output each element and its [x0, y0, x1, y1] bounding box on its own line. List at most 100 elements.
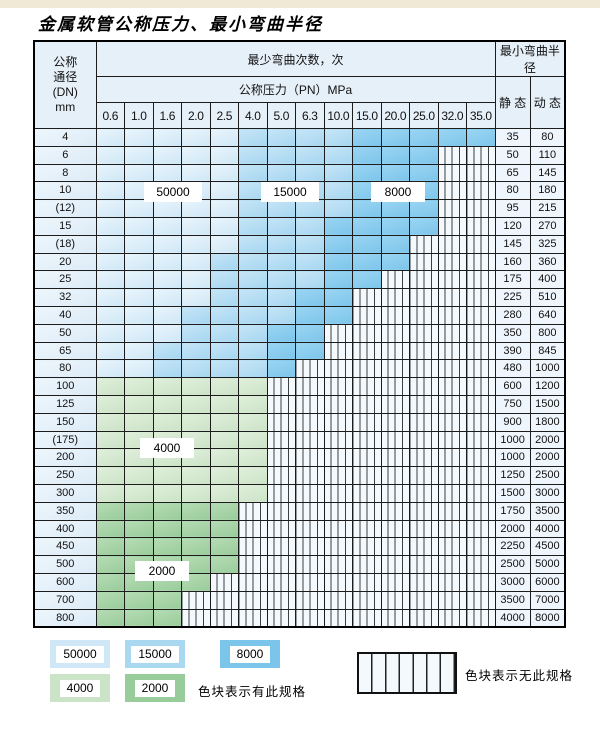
spec-cell — [437, 128, 467, 147]
static-radius-cell: 480 — [494, 359, 531, 379]
no-spec-cell — [266, 555, 296, 574]
spec-cell — [238, 216, 268, 236]
static-radius-cell: 1750 — [494, 501, 531, 521]
dynamic-radius-cell: 2000 — [529, 430, 566, 450]
no-spec-cell — [466, 305, 496, 325]
spec-cell — [181, 412, 211, 432]
legend-block-label: 8000 — [229, 645, 271, 663]
no-spec-cell — [352, 483, 382, 503]
no-spec-cell — [466, 216, 496, 236]
dn-cell: 65 — [33, 341, 97, 361]
spec-cell — [95, 483, 125, 503]
legend-block-50000: 50000 — [50, 640, 110, 668]
page-title: 金属软管公称压力、最小弯曲半径 — [38, 15, 323, 35]
cycle-count-label: 2000 — [135, 561, 189, 581]
static-radius-cell: 145 — [494, 234, 531, 254]
no-spec-cell — [323, 341, 353, 361]
no-spec-cell — [266, 412, 296, 432]
spec-cell — [266, 305, 296, 325]
spec-cell — [209, 270, 239, 290]
dynamic-radius-cell: 800 — [529, 323, 566, 343]
table-row: 15 120 270 — [33, 216, 566, 236]
spec-cell — [152, 323, 182, 343]
static-radius-cell: 1250 — [494, 466, 531, 485]
spec-cell — [124, 234, 154, 254]
no-spec-cell — [409, 270, 439, 290]
no-spec-cell — [380, 555, 410, 574]
spec-cell — [95, 501, 125, 521]
static-radius-cell: 175 — [494, 270, 531, 290]
spec-cell — [181, 359, 211, 379]
spec-cell — [95, 216, 125, 236]
no-spec-cell — [352, 341, 382, 361]
no-spec-cell — [437, 199, 467, 218]
no-spec-cell — [266, 394, 296, 414]
no-spec-cell — [380, 466, 410, 485]
spec-cell — [295, 163, 325, 183]
no-spec-cell — [466, 501, 496, 521]
spec-cell — [95, 145, 125, 165]
dynamic-radius-cell: 4000 — [529, 519, 566, 539]
no-spec-cell — [437, 359, 467, 379]
no-spec-cell — [466, 412, 496, 432]
spec-cell — [266, 323, 296, 343]
spec-cell — [152, 270, 182, 290]
no-spec-cell — [437, 555, 467, 574]
no-spec-cell — [437, 323, 467, 343]
no-spec-cell — [380, 590, 410, 610]
no-spec-cell — [466, 199, 496, 218]
no-spec-cell — [295, 377, 325, 396]
dynamic-radius-cell: 6000 — [529, 572, 566, 592]
no-spec-cell — [437, 216, 467, 236]
table-row: 500 2500 5000 — [33, 555, 566, 574]
spec-cell — [409, 216, 439, 236]
spec-cell — [295, 145, 325, 165]
no-spec-cell — [352, 519, 382, 539]
spec-cell — [181, 288, 211, 307]
static-radius-cell: 95 — [494, 199, 531, 218]
no-spec-cell — [466, 234, 496, 254]
no-spec-cell — [209, 608, 239, 628]
spec-cell — [152, 305, 182, 325]
no-spec-cell — [323, 537, 353, 557]
spec-cell — [95, 572, 125, 592]
spec-cell — [238, 341, 268, 361]
spec-cell — [95, 412, 125, 432]
spec-cell — [181, 252, 211, 272]
no-spec-cell — [409, 501, 439, 521]
no-spec-cell — [466, 448, 496, 468]
no-spec-cell — [266, 519, 296, 539]
no-spec-cell — [295, 359, 325, 379]
no-spec-cell — [323, 483, 353, 503]
no-spec-cell — [266, 572, 296, 592]
static-radius-cell: 2500 — [494, 555, 531, 574]
no-spec-cell — [295, 394, 325, 414]
no-spec-cell — [409, 448, 439, 468]
table-row: 350 1750 3500 — [33, 501, 566, 521]
spec-cell — [209, 234, 239, 254]
table-body: 4 35 80 6 50 110 8 65 145 10 80 180 (12) 95 215 15 120 27… — [33, 128, 566, 628]
spec-cell — [209, 394, 239, 414]
no-spec-cell — [466, 572, 496, 592]
spec-cell — [238, 252, 268, 272]
no-spec-cell — [409, 394, 439, 414]
no-spec-cell — [466, 590, 496, 610]
spec-cell — [124, 163, 154, 183]
dynamic-radius-cell: 2000 — [529, 448, 566, 468]
no-spec-cell — [295, 412, 325, 432]
dynamic-radius-cell: 180 — [529, 181, 566, 201]
table-row: 25 175 400 — [33, 270, 566, 290]
dynamic-radius-cell: 1200 — [529, 377, 566, 396]
table-row: 100 600 1200 — [33, 377, 566, 396]
spec-cell — [238, 430, 268, 450]
dynamic-radius-cell: 3500 — [529, 501, 566, 521]
spec-cell — [209, 519, 239, 539]
cycle-count-label: 15000 — [261, 182, 319, 202]
spec-cell — [352, 128, 382, 147]
spec-cell — [124, 270, 154, 290]
no-spec-cell — [238, 608, 268, 628]
dn-cell: 15 — [33, 216, 97, 236]
pressure-header: 公称压力（PN）MPa — [95, 76, 496, 103]
dn-cell: 32 — [33, 288, 97, 307]
table-row: 450 2250 4500 — [33, 537, 566, 557]
